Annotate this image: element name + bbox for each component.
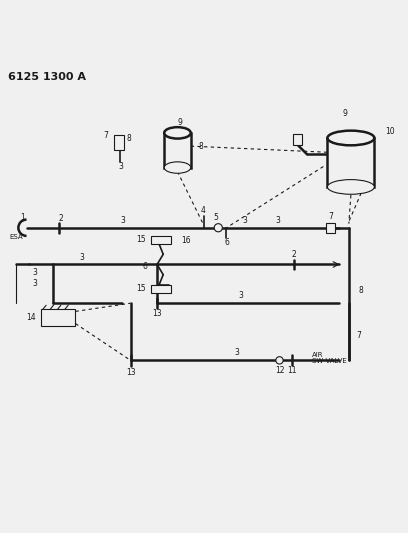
- Text: 16: 16: [181, 236, 191, 245]
- Text: 3: 3: [242, 216, 247, 225]
- Ellipse shape: [164, 127, 191, 139]
- Text: 5: 5: [213, 213, 218, 222]
- Text: ESA: ESA: [9, 233, 23, 240]
- Text: 8: 8: [126, 134, 131, 143]
- Text: 2: 2: [58, 214, 63, 223]
- Text: 13: 13: [126, 368, 135, 377]
- Text: 2: 2: [291, 250, 296, 259]
- Text: 7: 7: [328, 212, 333, 221]
- Text: 1: 1: [20, 213, 25, 222]
- Text: 12: 12: [275, 366, 284, 375]
- Bar: [327, 138, 375, 187]
- Text: 8: 8: [359, 286, 364, 295]
- Text: 10: 10: [386, 126, 395, 135]
- Text: 7: 7: [104, 132, 109, 140]
- Text: 3: 3: [238, 292, 243, 301]
- Text: AIR: AIR: [312, 352, 324, 359]
- Bar: [326, 223, 335, 232]
- Circle shape: [214, 224, 222, 232]
- Text: 9: 9: [177, 118, 182, 127]
- Text: 3: 3: [120, 216, 125, 225]
- Bar: [293, 134, 302, 146]
- Text: 15: 15: [136, 236, 146, 245]
- Ellipse shape: [327, 131, 374, 146]
- Text: 3: 3: [234, 349, 239, 358]
- Text: 3: 3: [275, 216, 280, 225]
- Text: 3: 3: [32, 279, 37, 288]
- Text: 7: 7: [357, 332, 361, 341]
- Text: 14: 14: [26, 313, 35, 322]
- Text: 13: 13: [152, 309, 162, 318]
- Bar: [164, 133, 191, 167]
- Text: 4: 4: [200, 206, 205, 215]
- Text: 15: 15: [136, 285, 146, 294]
- Text: 3: 3: [79, 253, 84, 262]
- Bar: [151, 285, 171, 293]
- Text: 3: 3: [118, 162, 123, 171]
- Bar: [151, 236, 171, 244]
- Text: 6: 6: [224, 238, 229, 247]
- Ellipse shape: [164, 162, 191, 173]
- Circle shape: [276, 357, 283, 364]
- Bar: [114, 135, 124, 150]
- Text: 6125 1300 A: 6125 1300 A: [8, 72, 86, 82]
- Text: 11: 11: [287, 366, 297, 375]
- Text: 3: 3: [32, 268, 37, 277]
- Text: 9: 9: [342, 109, 347, 118]
- Bar: [41, 309, 75, 326]
- Text: 8: 8: [199, 142, 203, 151]
- Text: SW VALVE: SW VALVE: [312, 358, 347, 364]
- Text: 6: 6: [142, 262, 147, 271]
- Ellipse shape: [327, 180, 374, 195]
